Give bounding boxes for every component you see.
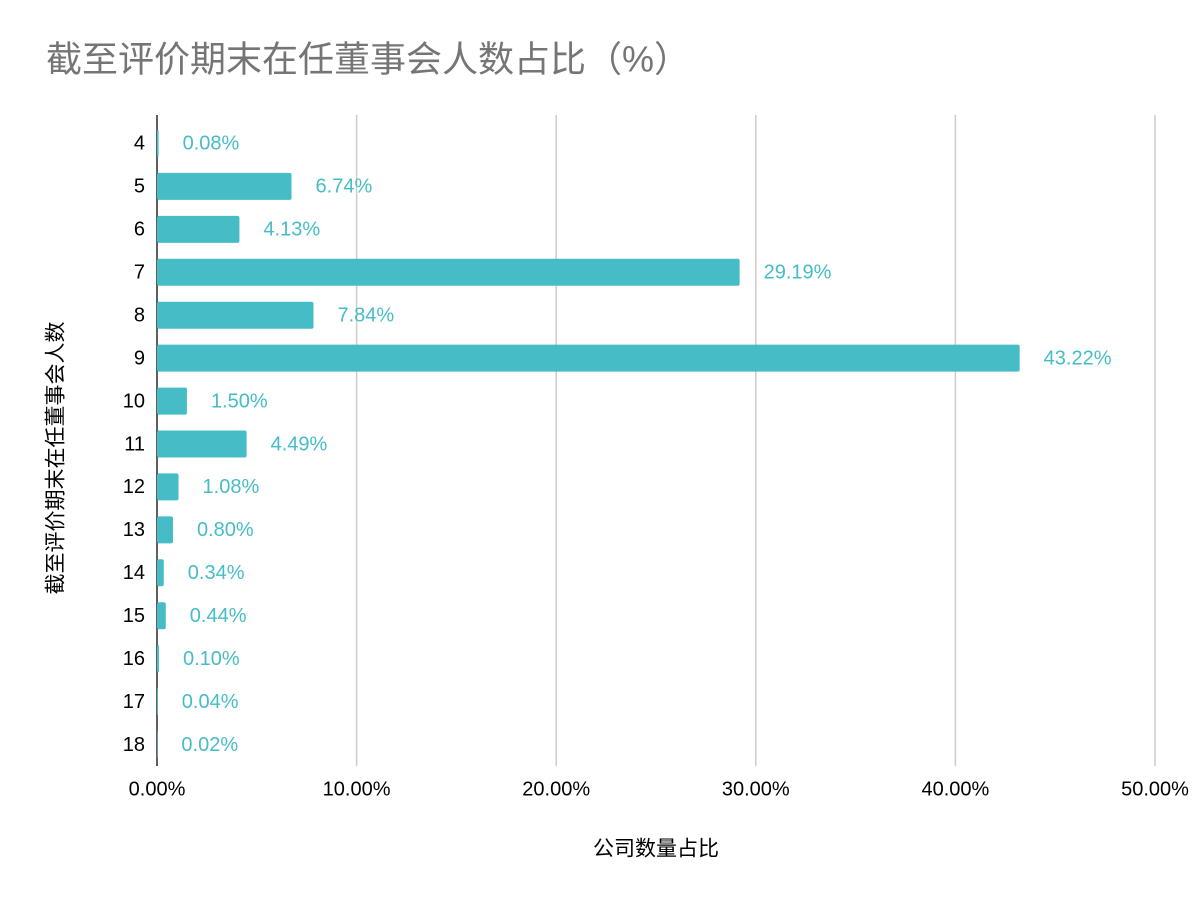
bar [157,430,247,458]
y-tick-label: 10 [123,390,145,412]
value-label: 1.50% [211,390,268,412]
y-tick-label: 13 [123,519,145,541]
x-tick-label: 40.00% [921,778,989,800]
value-label: 0.44% [190,605,247,627]
y-tick-label: 8 [134,304,145,326]
y-tick-label: 15 [123,605,145,627]
bar [157,387,187,415]
y-tick-label: 5 [134,176,145,198]
bar [157,301,314,329]
y-tick-label: 4 [134,133,145,155]
value-label: 0.04% [182,691,239,713]
bar [157,559,164,587]
x-tick-label: 50.00% [1121,778,1189,800]
value-label: 4.49% [271,433,328,455]
y-tick-label: 16 [123,648,145,670]
value-label: 6.74% [316,176,373,198]
value-label: 4.13% [263,219,320,241]
bar [157,602,166,630]
chart-title: 截至评价期末在任董事会人数占比（%） [46,39,690,80]
bar [157,172,292,200]
value-label: 0.08% [183,133,240,155]
bar [157,516,173,544]
value-label: 0.34% [188,562,245,584]
y-tick-label: 6 [134,219,145,241]
bar [157,258,740,286]
x-tick-label: 0.00% [129,778,186,800]
value-label: 29.19% [764,262,832,284]
bar [157,645,159,673]
y-tick-label: 11 [124,433,145,455]
y-tick-label: 18 [123,734,145,756]
value-label: 43.22% [1044,347,1112,369]
y-axis-label: 截至评价期末在任董事会人数 [45,322,68,595]
value-label: 1.08% [203,476,260,498]
y-tick-label: 7 [134,262,145,284]
x-tick-label: 10.00% [323,778,391,800]
x-axis-label: 公司数量占比 [593,838,719,861]
bar [157,129,159,157]
value-label: 0.80% [197,519,254,541]
x-tick-label: 20.00% [522,778,590,800]
bar [157,215,240,243]
y-tick-label: 12 [123,476,145,498]
bar [157,344,1020,372]
bar [157,473,179,501]
value-label: 7.84% [337,304,394,326]
value-label: 0.10% [183,648,240,670]
y-tick-label: 17 [123,691,145,713]
bar [157,688,158,716]
y-tick-label: 9 [134,347,145,369]
value-label: 0.02% [181,734,238,756]
x-tick-label: 30.00% [722,778,790,800]
y-tick-label: 14 [123,562,145,584]
